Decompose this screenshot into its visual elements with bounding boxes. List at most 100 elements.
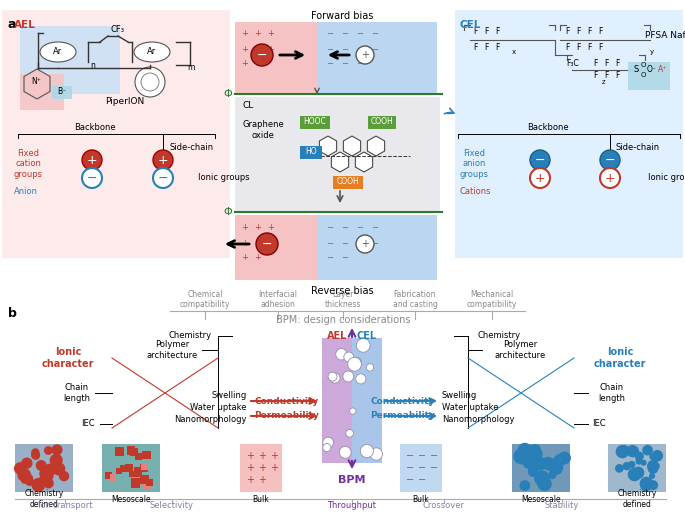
Text: Ionic
character: Ionic character bbox=[42, 347, 95, 369]
Circle shape bbox=[530, 150, 550, 170]
Bar bbox=[116, 447, 125, 456]
Circle shape bbox=[615, 464, 624, 473]
Circle shape bbox=[551, 457, 563, 469]
Text: z: z bbox=[602, 79, 606, 85]
Text: +: + bbox=[242, 29, 249, 39]
Text: F: F bbox=[598, 43, 602, 51]
Text: Conductivity: Conductivity bbox=[255, 396, 319, 406]
Text: −: − bbox=[406, 475, 414, 485]
Circle shape bbox=[44, 464, 56, 476]
Circle shape bbox=[339, 446, 351, 458]
Circle shape bbox=[558, 452, 571, 464]
Bar bbox=[15, 444, 73, 492]
Text: Nanomorphology: Nanomorphology bbox=[442, 415, 514, 425]
Text: −: − bbox=[535, 154, 545, 167]
Circle shape bbox=[343, 371, 353, 382]
Text: −: − bbox=[371, 46, 379, 54]
Circle shape bbox=[529, 444, 541, 456]
Text: Water uptake: Water uptake bbox=[442, 403, 499, 413]
Text: Swelling: Swelling bbox=[442, 392, 477, 400]
Text: O: O bbox=[640, 62, 646, 68]
Text: Fabrication
and casting: Fabrication and casting bbox=[393, 289, 438, 309]
Text: S: S bbox=[634, 65, 638, 75]
Text: Permeability: Permeability bbox=[255, 412, 319, 420]
Text: Φ: Φ bbox=[223, 89, 232, 99]
Text: Mechanical
compatibility: Mechanical compatibility bbox=[466, 289, 517, 309]
Bar bbox=[140, 475, 149, 484]
Text: CEL: CEL bbox=[357, 331, 377, 341]
Text: F: F bbox=[495, 43, 499, 51]
Text: Bulk: Bulk bbox=[253, 494, 269, 504]
Text: CF₃: CF₃ bbox=[111, 26, 125, 34]
Text: F: F bbox=[603, 59, 608, 67]
Circle shape bbox=[135, 67, 165, 97]
Text: −: − bbox=[605, 154, 615, 167]
Text: COOH: COOH bbox=[336, 177, 360, 187]
Circle shape bbox=[616, 445, 629, 458]
Circle shape bbox=[530, 446, 540, 456]
Circle shape bbox=[653, 463, 660, 470]
Text: +: + bbox=[268, 224, 275, 232]
Bar bbox=[368, 116, 396, 129]
Circle shape bbox=[23, 478, 29, 484]
Circle shape bbox=[82, 168, 102, 188]
Circle shape bbox=[323, 437, 334, 448]
Circle shape bbox=[636, 457, 643, 465]
Text: Graphene
oxide: Graphene oxide bbox=[242, 120, 284, 140]
Text: F: F bbox=[587, 43, 591, 51]
Bar bbox=[102, 444, 160, 492]
Text: +: + bbox=[268, 29, 275, 39]
Circle shape bbox=[25, 477, 34, 486]
Text: PiperION: PiperION bbox=[105, 98, 145, 106]
Bar bbox=[129, 471, 136, 477]
Bar bbox=[608, 444, 666, 492]
Bar bbox=[512, 444, 570, 492]
Text: +: + bbox=[255, 60, 262, 68]
Text: Nanomorphology: Nanomorphology bbox=[175, 415, 247, 425]
Text: Crossover: Crossover bbox=[423, 502, 465, 510]
Text: F: F bbox=[593, 59, 597, 67]
Text: −: − bbox=[430, 463, 438, 473]
Text: Backbone: Backbone bbox=[74, 123, 116, 133]
Circle shape bbox=[323, 444, 331, 452]
Bar bbox=[352, 338, 382, 463]
Circle shape bbox=[519, 480, 530, 491]
Circle shape bbox=[600, 168, 620, 188]
Text: −: − bbox=[327, 29, 334, 39]
Circle shape bbox=[50, 454, 63, 467]
Circle shape bbox=[533, 457, 547, 471]
Circle shape bbox=[513, 448, 530, 465]
Text: F: F bbox=[484, 43, 488, 51]
Circle shape bbox=[353, 357, 361, 364]
Text: IEC: IEC bbox=[82, 419, 95, 429]
Text: PFSA Nafion: PFSA Nafion bbox=[645, 31, 685, 41]
Text: F₃C: F₃C bbox=[566, 59, 580, 67]
Text: −: − bbox=[342, 46, 349, 54]
Circle shape bbox=[648, 480, 658, 490]
Text: n: n bbox=[90, 61, 95, 69]
Text: +: + bbox=[255, 253, 262, 263]
Text: B⁻: B⁻ bbox=[58, 87, 66, 97]
Text: F: F bbox=[495, 28, 499, 36]
Text: +: + bbox=[255, 224, 262, 232]
Text: y: y bbox=[650, 49, 654, 55]
Circle shape bbox=[344, 352, 353, 362]
Polygon shape bbox=[356, 152, 373, 172]
Text: Chemistry: Chemistry bbox=[169, 332, 212, 340]
Text: Stability: Stability bbox=[545, 502, 580, 510]
Bar bbox=[125, 464, 134, 472]
Circle shape bbox=[527, 451, 540, 465]
Circle shape bbox=[649, 453, 657, 461]
Bar bbox=[2, 10, 230, 258]
Text: −: − bbox=[158, 172, 169, 185]
Text: −: − bbox=[327, 46, 334, 54]
Text: +: + bbox=[255, 29, 262, 39]
Circle shape bbox=[38, 476, 46, 484]
Text: Fixed
anion
groups: Fixed anion groups bbox=[460, 149, 489, 179]
Text: −: − bbox=[342, 253, 349, 263]
Text: Ionic groups: Ionic groups bbox=[648, 174, 685, 182]
Bar bbox=[400, 444, 442, 492]
Text: CL: CL bbox=[243, 101, 254, 111]
Circle shape bbox=[647, 463, 658, 474]
Text: +: + bbox=[258, 463, 266, 473]
